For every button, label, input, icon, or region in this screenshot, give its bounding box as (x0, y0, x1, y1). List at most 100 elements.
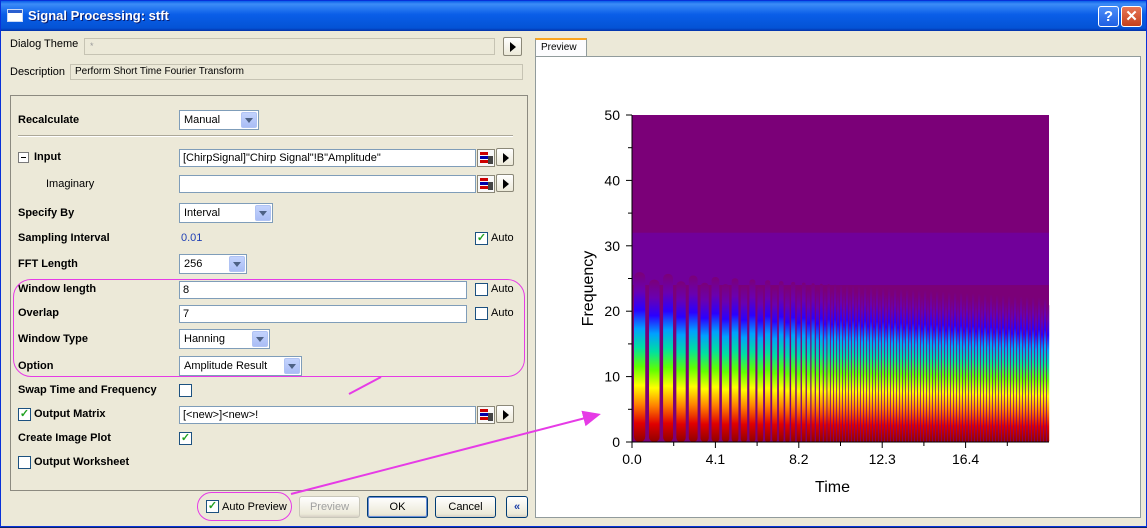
chevron-down-icon[interactable] (255, 205, 271, 221)
input-label: Input (34, 151, 61, 163)
heatmap-cell (911, 289, 915, 442)
output-matrix-menu-button[interactable] (496, 405, 514, 423)
chevron-down-icon[interactable] (241, 112, 257, 128)
x-axis-label: Time (815, 479, 850, 496)
heatmap-cell (765, 280, 771, 442)
cancel-button[interactable]: Cancel (435, 496, 496, 518)
sampling-interval-value: 0.01 (181, 232, 203, 244)
ok-button[interactable]: OK (367, 496, 428, 518)
highlight-annotation (197, 492, 292, 521)
heatmap-cell (992, 301, 996, 442)
preview-button[interactable]: Preview (299, 496, 360, 518)
x-tick-label: 16.4 (952, 451, 979, 467)
preview-panel: 0.0 4.1 8.2 12.3 16.4 0 10 20 30 40 50 Time Frequenc… (535, 56, 1141, 518)
imaginary-field[interactable] (179, 175, 476, 193)
swap-checkbox[interactable] (179, 384, 192, 397)
heatmap-cell (953, 292, 957, 442)
create-image-plot-checkbox[interactable]: ✓ (179, 432, 192, 445)
window-type-select[interactable]: Hanning (179, 329, 270, 349)
heatmap-cell (872, 293, 876, 442)
y-tick-label: 40 (604, 172, 620, 188)
dialog-theme-menu-button[interactable] (503, 37, 522, 56)
collapse-icon[interactable] (18, 152, 29, 163)
heatmap-cell (995, 294, 999, 442)
output-matrix-field[interactable]: [<new>]<new>! (179, 406, 476, 424)
input-menu-button[interactable] (496, 148, 514, 166)
option-select[interactable]: Amplitude Result (179, 356, 302, 376)
heatmap-cell (857, 286, 861, 442)
heatmap-cell (923, 290, 927, 442)
heatmap-cell (980, 300, 984, 442)
x-tick-label: 12.3 (869, 451, 896, 467)
description-label: Description (10, 66, 66, 78)
specify-by-select[interactable]: Interval (179, 203, 273, 223)
y-tick-label: 50 (604, 107, 620, 123)
heatmap-cell (890, 294, 894, 442)
heatmap-cell (1034, 303, 1038, 442)
close-button[interactable]: ✕ (1121, 6, 1142, 27)
window-title: Signal Processing: stft (28, 8, 169, 23)
range-picker-icon[interactable] (477, 175, 495, 193)
fft-length-label: FFT Length (18, 258, 78, 270)
tab-preview[interactable]: Preview (535, 38, 587, 57)
fft-length-select[interactable]: 256 (179, 254, 247, 274)
heatmap-cell (1001, 295, 1005, 442)
heatmap-cell (881, 287, 885, 442)
heatmap-cell (1040, 304, 1044, 442)
collapse-button[interactable]: « (506, 496, 528, 518)
heatmap-cell (700, 282, 709, 442)
heatmap-cell (772, 287, 778, 442)
heatmap-cell (721, 284, 730, 442)
window-length-field[interactable]: 8 (179, 281, 467, 299)
heatmap-cell (950, 298, 954, 442)
heatmap-cell (823, 290, 827, 442)
dialog-theme-label: Dialog Theme (10, 38, 79, 50)
y-tick-label: 20 (604, 303, 620, 319)
input-field[interactable]: [ChirpSignal]"Chirp Signal"!B"Amplitude" (179, 149, 476, 167)
heatmap-cell (875, 287, 879, 442)
auto-preview-checkbox[interactable]: ✓ (206, 500, 219, 513)
window-type-value: Hanning (184, 333, 225, 345)
chevron-down-icon[interactable] (229, 256, 245, 272)
separator (18, 135, 513, 137)
heatmap-cell (917, 289, 921, 442)
specify-by-label: Specify By (18, 207, 75, 219)
window-length-auto-checkbox[interactable] (475, 283, 488, 296)
create-image-plot-label: Create Image Plot (18, 432, 111, 444)
help-button[interactable]: ? (1098, 6, 1119, 27)
heatmap-cell (711, 276, 720, 442)
recalculate-label: Recalculate (18, 114, 80, 126)
heatmap-cell (866, 293, 870, 442)
range-picker-icon[interactable] (477, 406, 495, 424)
output-matrix-checkbox[interactable]: ✓ (18, 408, 31, 421)
sampling-auto-checkbox[interactable]: ✓ (475, 232, 488, 245)
dialog-theme-field[interactable]: * (84, 38, 495, 55)
heatmap-cell (833, 284, 837, 442)
heatmap-cell (929, 290, 933, 442)
output-worksheet-checkbox[interactable] (18, 456, 31, 469)
imaginary-menu-button[interactable] (496, 174, 514, 192)
heatmap-cells (634, 272, 1050, 442)
chevron-down-icon[interactable] (252, 331, 268, 347)
heatmap-cell (791, 281, 796, 442)
heatmap-cell (842, 291, 846, 442)
heatmap-cell (649, 279, 660, 442)
heatmap-cell (1037, 297, 1041, 442)
heatmap-cell (688, 275, 698, 442)
chevron-down-icon[interactable] (284, 358, 300, 374)
heatmap-cell (827, 284, 830, 442)
overlap-auto-checkbox[interactable] (475, 307, 488, 320)
range-picker-icon[interactable] (477, 149, 495, 167)
title-bar[interactable]: Signal Processing: stft ? ✕ (1, 1, 1146, 31)
window-length-label: Window length (18, 283, 97, 295)
recalculate-select[interactable]: Manual (179, 110, 259, 130)
heatmap-cell (935, 291, 939, 442)
overlap-field[interactable]: 7 (179, 305, 467, 323)
heatmap-cell (884, 294, 888, 442)
heatmap-cell (830, 290, 834, 442)
heatmap-cell (1016, 302, 1020, 442)
heatmap-cell (796, 288, 801, 442)
heatmap-cell (947, 291, 951, 442)
x-tick-label: 0.0 (622, 451, 642, 467)
heatmap-cell (983, 294, 987, 442)
